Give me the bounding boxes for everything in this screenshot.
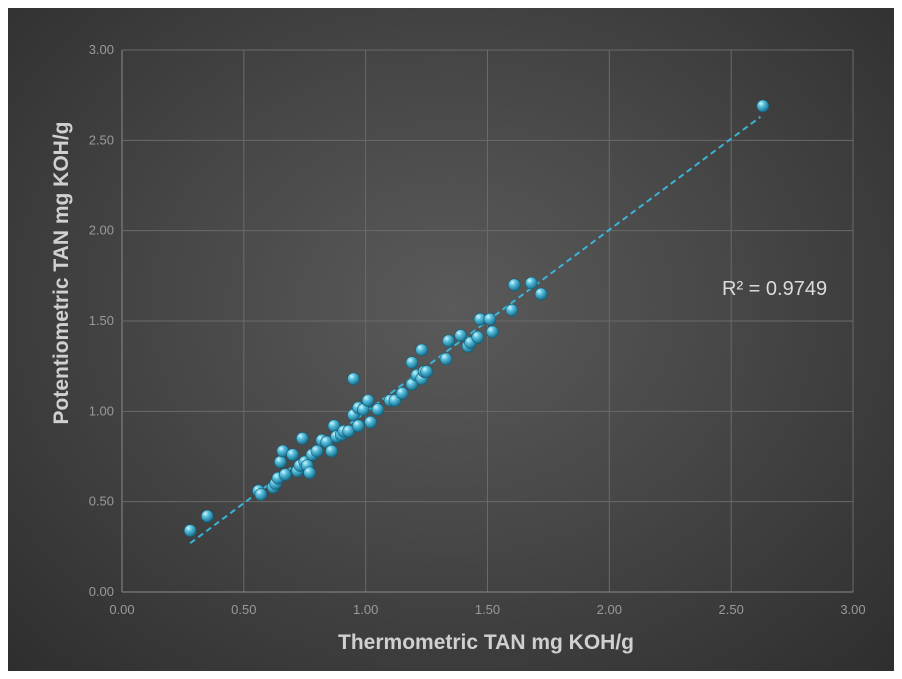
scatter-chart: 0.00 0.50 1.00 1.50 2.00 2.50 3.00 0.00 0.50 1.00… <box>50 42 866 654</box>
data-point <box>342 424 355 438</box>
x-tick-label: 2.00 <box>597 602 622 617</box>
data-point <box>183 524 197 537</box>
y-tick-label: 2.00 <box>89 223 114 238</box>
data-point <box>405 356 419 369</box>
data-point <box>347 372 360 386</box>
data-point <box>483 312 497 326</box>
data-point <box>274 455 287 469</box>
data-point <box>508 278 521 292</box>
tick-labels: 0.00 0.50 1.00 1.50 2.00 2.50 3.00 0.00 0.50 1.00… <box>89 42 866 617</box>
trendline <box>189 116 762 545</box>
x-tick-label: 1.50 <box>475 602 500 617</box>
r-squared-label: R² = 0.9749 <box>722 278 827 300</box>
x-tick-label: 0.00 <box>109 602 134 617</box>
data-point <box>442 334 455 348</box>
data-point <box>200 509 214 523</box>
data-point <box>505 303 519 317</box>
data-point <box>371 403 385 416</box>
data-point <box>756 99 770 113</box>
y-tick-label: 2.50 <box>89 132 114 147</box>
data-point <box>352 419 365 433</box>
x-tick-label: 0.50 <box>231 602 256 617</box>
x-tick-label: 2.50 <box>719 602 744 617</box>
y-tick-label: 0.50 <box>89 494 114 509</box>
data-point <box>303 466 316 480</box>
data-point <box>286 448 299 461</box>
grid-lines <box>121 49 854 593</box>
y-tick-label: 1.50 <box>89 313 114 328</box>
data-point <box>278 468 292 481</box>
x-axis-title: Thermometric TAN mg KOH/g <box>338 631 634 654</box>
data-point <box>471 330 485 344</box>
data-point <box>415 343 429 357</box>
x-tick-label: 3.00 <box>840 602 865 617</box>
data-point <box>420 365 433 378</box>
data-point <box>296 432 309 445</box>
data-point <box>534 287 548 301</box>
chart-frame: 0.00 0.50 1.00 1.50 2.00 2.50 3.00 0.00 0.50 1.00… <box>8 8 894 671</box>
x-tick-label: 1.00 <box>353 602 378 617</box>
data-point <box>486 325 499 339</box>
data-point <box>364 415 377 429</box>
data-point <box>310 444 324 458</box>
y-tick-label: 1.00 <box>89 403 114 418</box>
data-point <box>325 444 338 458</box>
data-point <box>361 394 375 407</box>
data-point <box>454 329 467 342</box>
data-point <box>439 352 453 366</box>
data-point <box>395 386 409 400</box>
data-point <box>525 276 538 290</box>
y-tick-label: 3.00 <box>89 42 114 57</box>
data-points <box>183 99 770 537</box>
y-tick-label: 0.00 <box>89 584 114 599</box>
data-point <box>254 488 268 501</box>
y-axis-title: Potentiometric TAN mg KOH/g <box>50 122 73 425</box>
